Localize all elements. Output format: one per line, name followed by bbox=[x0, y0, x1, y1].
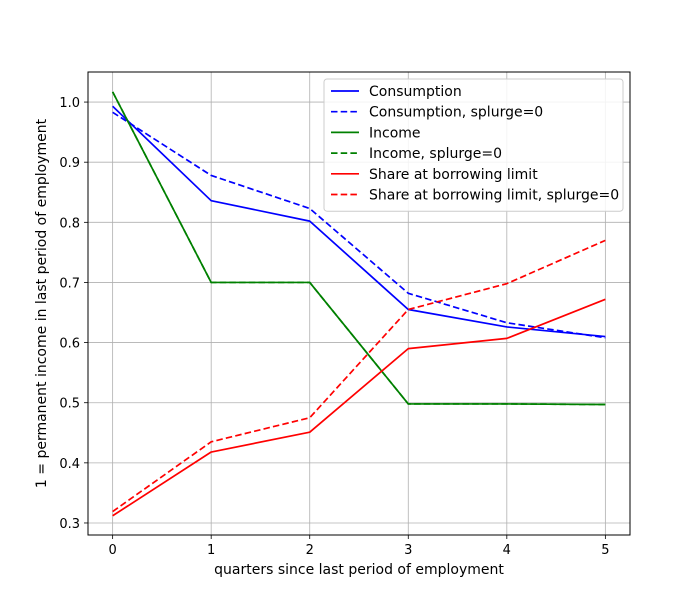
axis-ticks: 0 1 2 3 4 5 0.3 0.4 0.5 0.6 0.7 0.8 0.9 1.0 bbox=[59, 96, 609, 558]
legend-label: Share at borrowing limit bbox=[369, 167, 538, 183]
legend-label: Consumption, splurge=0 bbox=[369, 105, 543, 121]
y-tick-label: 0.9 bbox=[59, 156, 80, 171]
y-tick-label: 0.3 bbox=[59, 517, 80, 532]
y-tick-label: 0.6 bbox=[59, 337, 80, 352]
series-line-consumption bbox=[112, 105, 606, 338]
series-line-share-at-borrowing-limit bbox=[112, 298, 606, 517]
y-tick-label: 0.5 bbox=[59, 397, 80, 412]
legend: Consumption Consumption, splurge=0 Income I… bbox=[323, 78, 624, 212]
x-tick-label: 5 bbox=[601, 543, 609, 558]
x-axis-label: quarters since last period of employment bbox=[214, 562, 504, 578]
y-tick-label: 0.4 bbox=[59, 457, 80, 472]
x-tick-label: 0 bbox=[108, 543, 116, 558]
x-tick-label: 4 bbox=[503, 543, 511, 558]
y-axis-label: 1 = permanent income in last period of e… bbox=[34, 118, 50, 488]
series-line-consumption-splurge-0 bbox=[112, 111, 606, 339]
legend-label: Income, splurge=0 bbox=[369, 146, 502, 162]
y-tick-label: 1.0 bbox=[59, 96, 80, 111]
x-tick-label: 2 bbox=[306, 543, 314, 558]
plot-frame bbox=[87, 71, 631, 536]
y-tick-label: 0.8 bbox=[59, 216, 80, 231]
x-tick-label: 1 bbox=[207, 543, 215, 558]
series-lines bbox=[111, 91, 606, 517]
legend-label: Share at borrowing limit, splurge=0 bbox=[369, 188, 619, 204]
x-tick-label: 3 bbox=[404, 543, 412, 558]
series-line-share-at-borrowing-limit-splurge-0 bbox=[112, 239, 606, 513]
series-line-income-splurge-0 bbox=[111, 91, 606, 406]
legend-label: Consumption bbox=[369, 84, 462, 100]
legend-box bbox=[323, 78, 624, 212]
legend-label: Income bbox=[369, 125, 421, 141]
y-tick-label: 0.7 bbox=[59, 276, 80, 291]
